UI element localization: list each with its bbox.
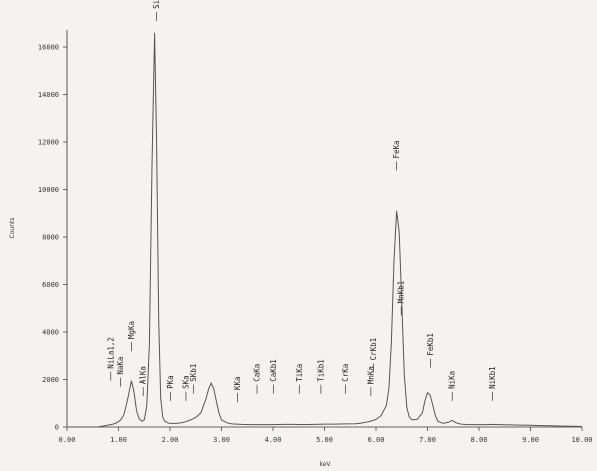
- peak-annotation: NaKa: [116, 357, 125, 387]
- peak-annotation: SKa: [181, 375, 190, 401]
- peak-annotation: CrKa: [341, 364, 350, 394]
- x-tick-label: 8.00: [471, 436, 488, 444]
- peak-label: CrKb1: [369, 338, 378, 361]
- peak-label: TiKb1: [316, 359, 325, 382]
- x-ticks: 0.00 1.00 2.00 3.00 4.00 5.00 6.00 7.00 8.00 9.00…: [59, 427, 593, 444]
- y-axis-title: Counts: [9, 218, 16, 239]
- y-tick-label: 10000: [38, 186, 59, 194]
- x-tick-label: 4.00: [265, 436, 282, 444]
- y-tick-label: 8000: [42, 234, 59, 242]
- x-tick-label: 5.00: [316, 436, 333, 444]
- peak-label: MgKa: [127, 321, 136, 339]
- peak-annotation: NiKa: [448, 371, 457, 401]
- peak-annotation: PKa: [166, 375, 175, 401]
- peak-label: MnKa: [366, 366, 375, 384]
- y-tick-label: 2000: [42, 376, 59, 384]
- peak-annotation: FeKb1: [426, 333, 435, 368]
- x-tick-label: 0.00: [59, 436, 76, 444]
- peak-annotation: AlKa: [139, 366, 148, 397]
- x-axis-title: keV: [319, 461, 331, 468]
- peak-annotation: NiKb1: [488, 366, 497, 401]
- y-tick-label: 4000: [42, 329, 59, 337]
- peak-label: CaKa: [253, 364, 262, 382]
- peak-label: FeKb1: [426, 333, 435, 356]
- x-tick-label: 10.00: [571, 436, 592, 444]
- peak-label: NaKa: [116, 357, 125, 375]
- peak-label: PKa: [166, 375, 175, 389]
- y-tick-label: 14000: [38, 91, 59, 99]
- peak-label: AlKa: [139, 366, 148, 384]
- peak-label: TiKa: [295, 364, 304, 382]
- peak-label: SKa: [181, 375, 190, 389]
- peak-annotation: CaKb1: [269, 359, 278, 394]
- x-tick-label: 7.00: [419, 436, 436, 444]
- peak-annotation: MnKa: [366, 366, 375, 397]
- y-tick-label: 16000: [38, 44, 59, 52]
- x-tick-label: 3.00: [213, 436, 230, 444]
- peak-annotation: SiKa: [152, 0, 161, 21]
- peak-label: NiKb1: [488, 366, 497, 389]
- peak-label: NiKa: [448, 371, 457, 389]
- x-tick-label: 1.00: [110, 436, 127, 444]
- peak-annotation: CaKa: [253, 364, 262, 394]
- peak-annotation: TiKa: [295, 364, 304, 394]
- peak-annotation: SKb1: [189, 364, 198, 394]
- x-tick-label: 9.00: [522, 436, 539, 444]
- peak-label: KKa: [233, 377, 242, 391]
- peak-label: CrKa: [341, 364, 350, 382]
- y-ticks: 0 2000 4000 6000 8000 10000 12000 14000 16000: [38, 44, 67, 432]
- peak-annotation: NiLa1,2: [106, 337, 115, 381]
- y-tick-label: 0: [55, 424, 59, 432]
- y-tick-label: 6000: [42, 281, 59, 289]
- peak-annotation: KKa: [233, 377, 242, 403]
- x-tick-label: 6.00: [368, 436, 385, 444]
- peak-label: SKb1: [189, 364, 198, 382]
- peak-annotation: FeKa: [392, 140, 401, 171]
- peak-label: SiKa: [152, 0, 161, 9]
- peak-label: CaKb1: [269, 359, 278, 382]
- peak-label: NiLa1,2: [106, 337, 115, 369]
- x-tick-label: 2.00: [162, 436, 179, 444]
- peak-annotation: MgKa: [127, 321, 136, 351]
- spectrum-series-line: [67, 32, 583, 428]
- peak-annotation: TiKb1: [316, 359, 325, 394]
- peak-label: FeKa: [392, 140, 401, 158]
- peak-annotation: CrKb1: [369, 338, 378, 373]
- y-tick-label: 12000: [38, 139, 59, 147]
